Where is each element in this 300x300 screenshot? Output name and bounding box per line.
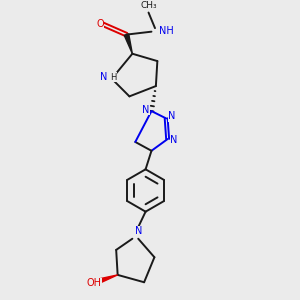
Text: N: N: [135, 226, 142, 236]
Text: CH₃: CH₃: [140, 1, 157, 10]
Text: N: N: [170, 135, 178, 145]
Text: O: O: [96, 19, 104, 29]
Text: N: N: [100, 72, 107, 82]
Polygon shape: [99, 275, 118, 283]
Text: H: H: [110, 73, 117, 82]
Text: OH: OH: [86, 278, 101, 288]
Polygon shape: [124, 34, 132, 54]
Text: NH: NH: [159, 26, 174, 36]
Text: N: N: [168, 111, 176, 121]
Text: N: N: [142, 105, 150, 115]
